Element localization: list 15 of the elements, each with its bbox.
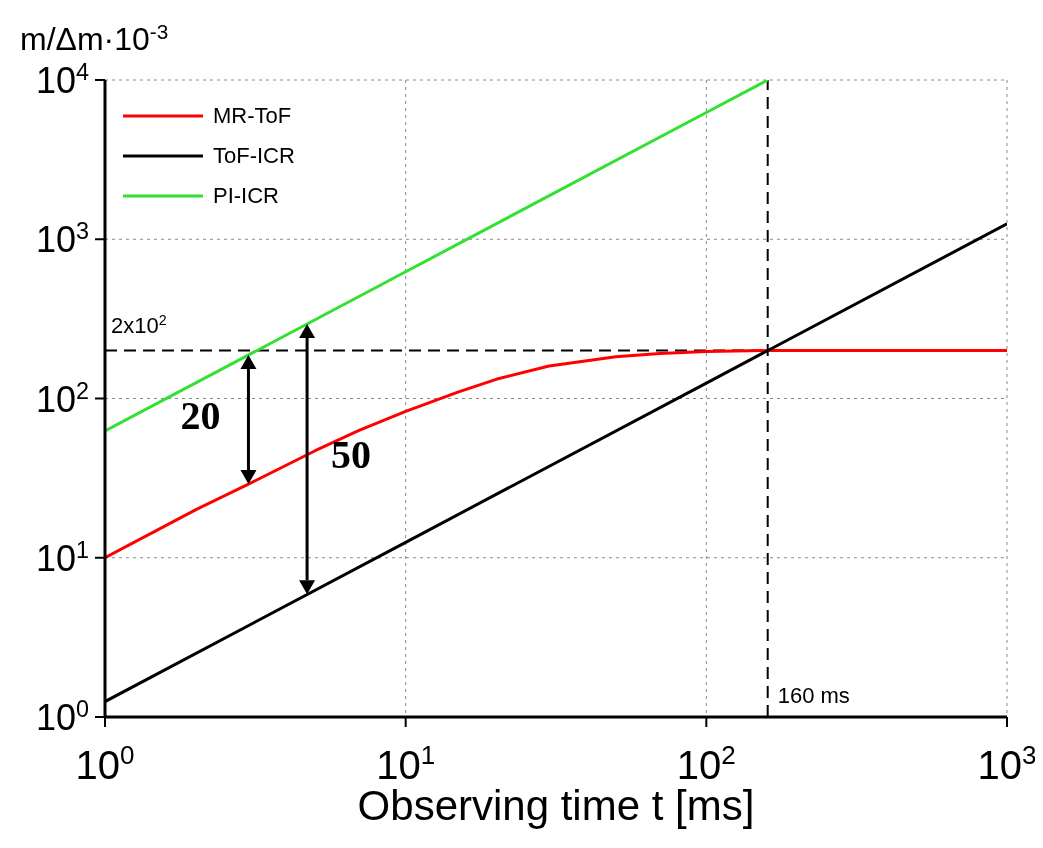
ref-line-label: 160 ms	[777, 683, 850, 708]
y-tick-label: 10$^{4}$	[35, 59, 89, 101]
y-tick-label: 10$^{2}$	[35, 377, 89, 420]
annotation: 50	[331, 432, 372, 478]
annotation: 20	[180, 392, 221, 438]
y-tick-label: 10$^{1}$	[35, 536, 89, 579]
legend-label: MR-ToF	[213, 103, 292, 129]
x-tick-label: 10$^{3}$	[977, 740, 1037, 787]
ref-line-label: 2x10$^{2}$	[111, 311, 167, 338]
legend-label: PI-ICR	[213, 183, 279, 209]
y-tick-label: 10$^{0}$	[35, 696, 89, 738]
y-tick-label: 10$^{3}$	[35, 218, 89, 261]
x-tick-label: 10$^{0}$	[75, 740, 135, 787]
legend-label: ToF-ICR	[213, 143, 295, 169]
y-axis-title: m/Δm·10$^{-3}$	[20, 19, 169, 57]
